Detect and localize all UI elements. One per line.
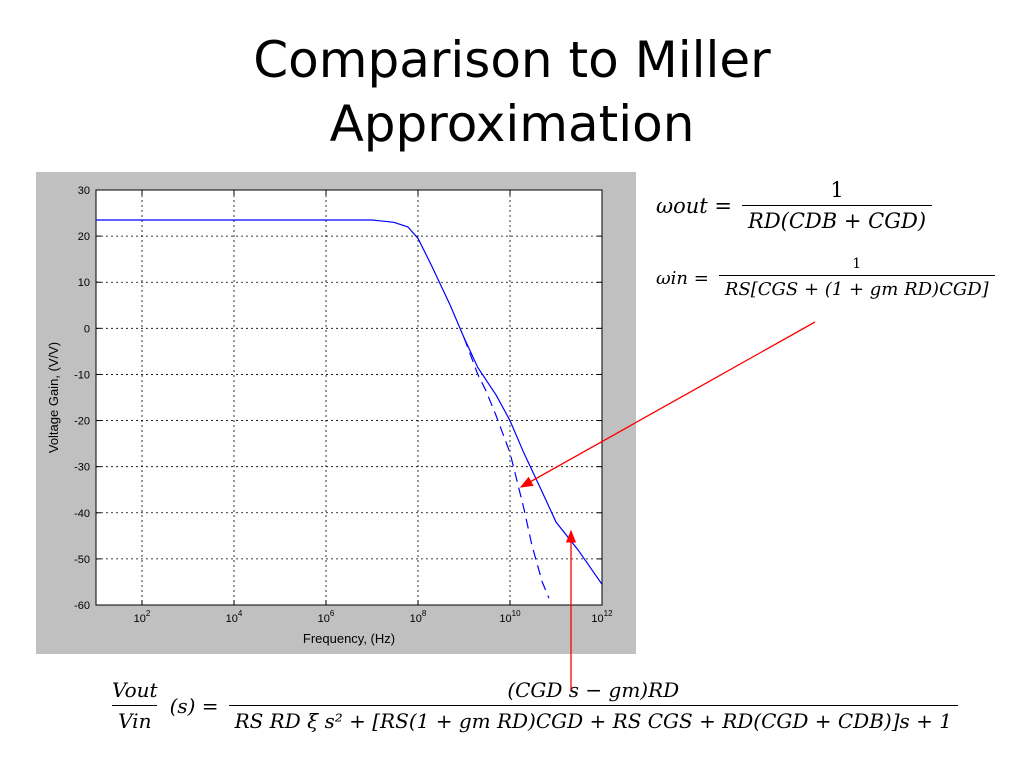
plot-area — [95, 189, 603, 606]
bode-plot: 30 20 10 0 -10 -20 -30 -40 -50 -60 102 104 106 108 101… — [46, 185, 613, 646]
curves — [96, 219, 602, 599]
transfer-fraction: (CGD s − gm)RD RS RD ξ s² + [RS(1 + gm R… — [228, 678, 958, 733]
y-tick-label: -10 — [74, 369, 90, 381]
y-tick-label: -40 — [74, 508, 90, 520]
transfer-denominator: RS RD ξ s² + [RS(1 + gm RD)CGD + RS CGS … — [228, 705, 958, 733]
y-axis-label: Voltage Gain, (V/V) — [46, 342, 61, 453]
omega-out-equation: ωout = 1 RD(CDB + CGD) — [656, 178, 933, 233]
omega-in-lhs: ωin = — [656, 267, 709, 289]
y-tick-label: -50 — [74, 554, 90, 566]
x-tick-label: 104 — [226, 609, 243, 625]
x-tick-label: 108 — [410, 609, 427, 625]
transfer-numerator: (CGD s − gm)RD — [507, 678, 680, 702]
omega-out-numerator: 1 — [830, 178, 844, 202]
transfer-function-equation: Vout Vin (s) = (CGD s − gm)RD RS RD ξ s²… — [106, 678, 958, 733]
y-tick-label: -30 — [74, 462, 90, 474]
x-tick-label: 102 — [134, 609, 151, 625]
x-tick-label: 1010 — [499, 609, 521, 625]
x-axis-label: Frequency, (Hz) — [303, 631, 395, 646]
transfer-lhs-numerator: Vout — [112, 678, 158, 702]
y-tick-label: -20 — [74, 416, 90, 428]
slide-title-line2: Approximation — [329, 95, 695, 153]
slide-title: Comparison to Miller Approximation — [0, 28, 1024, 156]
omega-out-lhs: ωout = — [656, 193, 733, 218]
y-tick-label: -60 — [74, 600, 90, 612]
omega-in-equation: ωin = 1 RS[CGS + (1 + gm RD)CGD] — [656, 256, 995, 300]
x-tick-label: 1012 — [591, 609, 613, 625]
chart-frame: 30 20 10 0 -10 -20 -30 -40 -50 -60 102 104 106 108 101… — [36, 172, 636, 654]
transfer-lhs-suffix: (s) = — [169, 693, 219, 718]
series-miller-approx-line — [463, 337, 550, 599]
omega-out-fraction: 1 RD(CDB + CGD) — [742, 178, 933, 233]
omega-in-denominator: RS[CGS + (1 + gm RD)CGD] — [718, 275, 995, 300]
x-tick-label: 106 — [318, 609, 335, 625]
y-tick-label: 20 — [78, 231, 90, 243]
y-tick-label: 30 — [78, 185, 90, 197]
transfer-lhs-denominator: Vin — [112, 705, 158, 733]
omega-out-denominator: RD(CDB + CGD) — [742, 205, 933, 233]
grid — [96, 190, 602, 605]
slide-title-line1: Comparison to Miller — [253, 31, 771, 89]
transfer-lhs-fraction: Vout Vin — [106, 678, 164, 733]
axis-ticks: 30 20 10 0 -10 -20 -30 -40 -50 -60 102 104 106 108 101… — [74, 185, 613, 625]
omega-in-fraction: 1 RS[CGS + (1 + gm RD)CGD] — [718, 256, 995, 300]
omega-in-numerator: 1 — [852, 256, 862, 272]
y-tick-label: 0 — [84, 323, 90, 335]
y-tick-label: 10 — [78, 277, 90, 289]
